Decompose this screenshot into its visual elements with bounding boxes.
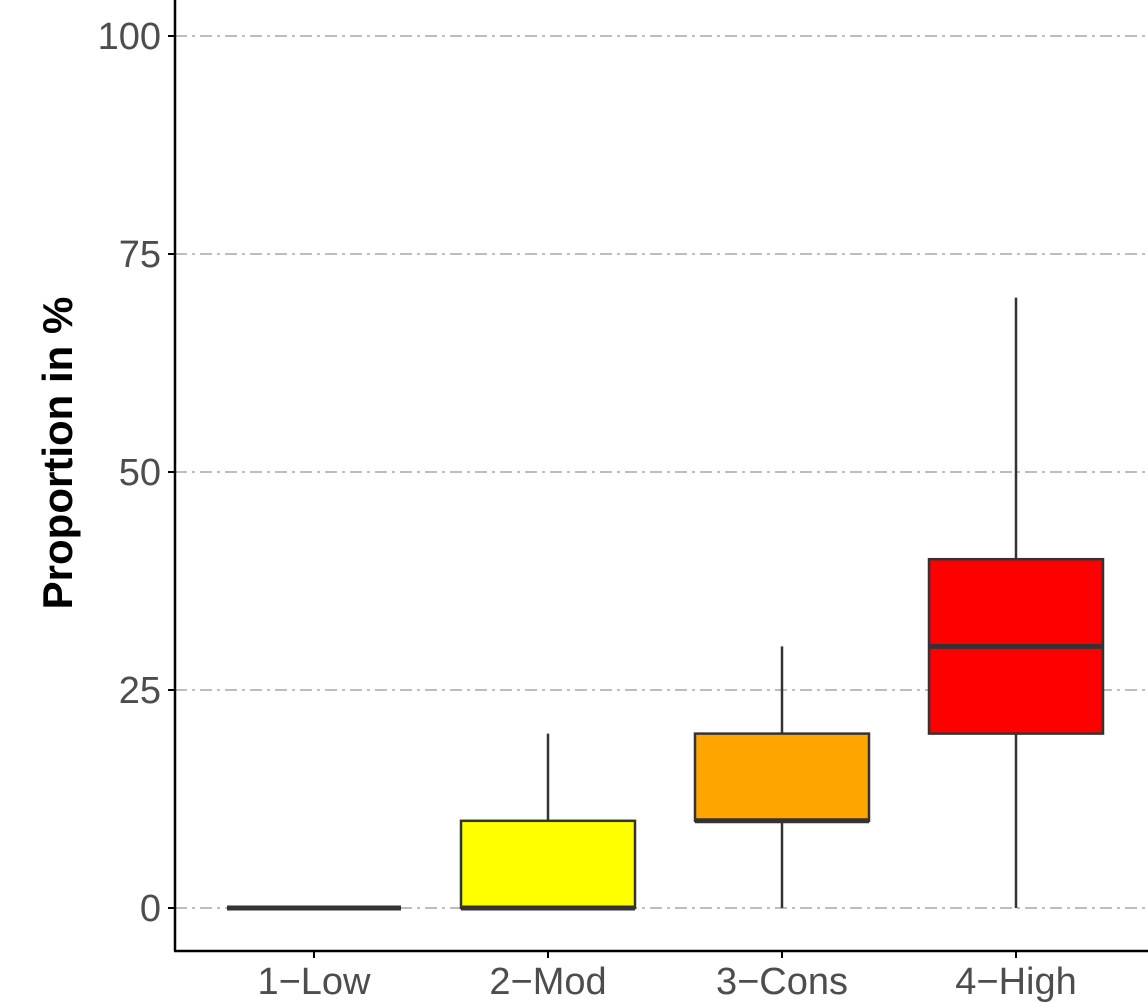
x-tick-label: 2−Mod xyxy=(489,961,606,1003)
y-tick-label: 25 xyxy=(119,670,161,712)
x-ticks: 1−Low 2−Mod 3−Cons 4−High xyxy=(257,951,1077,1003)
box-2 xyxy=(459,733,637,911)
box-4 xyxy=(927,297,1105,908)
box-iqr xyxy=(459,819,637,910)
x-tick-label: 3−Cons xyxy=(716,961,848,1003)
x-tick-label: 4−High xyxy=(955,961,1076,1003)
axes xyxy=(173,0,1148,953)
box-iqr xyxy=(693,732,871,823)
y-ticks: 0 25 50 75 100 xyxy=(98,16,175,930)
x-tick-label: 1−Low xyxy=(257,961,371,1003)
y-tick-label: 75 xyxy=(119,234,161,276)
y-tick-label: 100 xyxy=(98,16,161,58)
gridlines xyxy=(175,35,1148,909)
y-tick-label: 0 xyxy=(140,888,161,930)
y-tick-label: 50 xyxy=(119,452,161,494)
y-axis-title: Proportion in % xyxy=(34,297,81,610)
box-3 xyxy=(693,646,871,908)
boxes xyxy=(227,297,1105,911)
